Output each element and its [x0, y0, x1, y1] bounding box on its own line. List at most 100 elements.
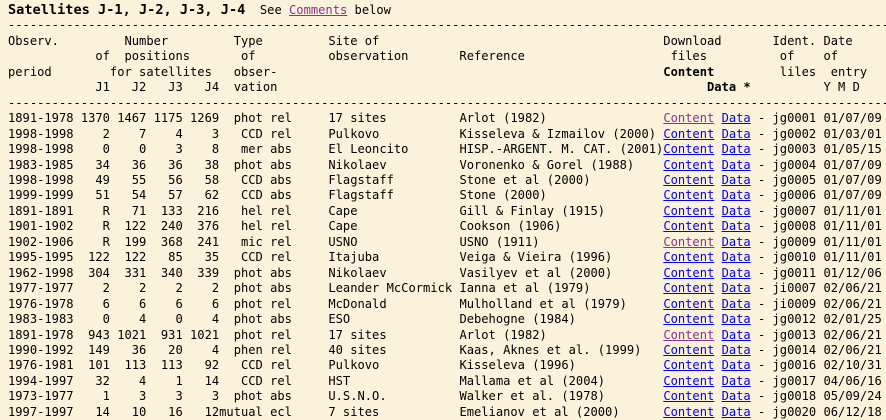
- comments-link[interactable]: Comments: [289, 3, 348, 17]
- positions-j1: R: [80, 203, 110, 218]
- table-row: 1973-1977 1 3 3 3 phot abs U.S.N.O. Walk…: [8, 389, 886, 404]
- entry-date: 02/06/21: [816, 281, 882, 296]
- data-link[interactable]: Data: [721, 126, 751, 141]
- data-link[interactable]: Data: [721, 265, 751, 280]
- reference: Voronenko & Gorel (1988): [459, 157, 664, 172]
- data-link[interactable]: Data: [721, 203, 751, 218]
- content-link[interactable]: Content: [663, 296, 715, 311]
- obs-period: 1901-1902: [8, 219, 81, 234]
- page-title-line: Satellites J-1, J-2, J-3, J-4 See Commen…: [8, 2, 886, 18]
- positions-j1: 6: [80, 296, 110, 311]
- data-link[interactable]: Data: [721, 281, 751, 296]
- content-link[interactable]: Content: [663, 342, 715, 357]
- content-link[interactable]: Content: [663, 327, 715, 342]
- entry-date: 01/07/09: [816, 111, 882, 126]
- positions-j2: 4: [109, 312, 147, 327]
- obs-mode: rel: [262, 111, 329, 126]
- obs-site: Flagstaff: [328, 172, 460, 187]
- positions-j4: 241: [182, 234, 220, 249]
- reference: Kisseleva & Izmailov (2000): [459, 126, 664, 141]
- data-link[interactable]: Data: [721, 157, 751, 172]
- table-row: 1998-1998 49 55 56 58 CCD abs Flagstaff …: [8, 173, 886, 188]
- content-link[interactable]: Content: [663, 126, 715, 141]
- content-link[interactable]: Content: [663, 157, 715, 172]
- reference: Veiga & Vieira (1996): [459, 250, 664, 265]
- positions-j3: 20: [146, 342, 183, 357]
- entry-date: 01/11/01: [816, 250, 882, 265]
- positions-j4: 4: [182, 342, 220, 357]
- content-link[interactable]: Content: [663, 219, 715, 234]
- entry-date: 05/09/24: [816, 389, 882, 404]
- dash-separator: -: [750, 373, 773, 388]
- content-link[interactable]: Content: [663, 312, 715, 327]
- data-link[interactable]: Data: [721, 358, 751, 373]
- data-link[interactable]: Data: [721, 111, 751, 126]
- dash-separator: -: [750, 327, 773, 342]
- positions-j3: 340: [146, 265, 183, 280]
- content-link[interactable]: Content: [663, 265, 715, 280]
- obs-type: phot: [219, 327, 263, 342]
- data-link[interactable]: Data: [721, 342, 751, 357]
- content-link[interactable]: Content: [663, 142, 715, 157]
- obs-site: Cape: [328, 203, 460, 218]
- positions-j2: 331: [109, 265, 147, 280]
- dash-separator: -: [750, 142, 773, 157]
- data-link[interactable]: Data: [721, 373, 751, 388]
- content-link[interactable]: Content: [663, 281, 715, 296]
- data-link[interactable]: Data: [721, 219, 751, 234]
- content-link[interactable]: Content: [663, 250, 715, 265]
- header-label: period for satellites obser-: [8, 64, 664, 79]
- gap: [714, 281, 721, 295]
- positions-j4: 8: [182, 142, 220, 157]
- data-link[interactable]: Data: [721, 312, 751, 327]
- content-link[interactable]: Content: [663, 234, 715, 249]
- data-link[interactable]: Data: [721, 389, 751, 404]
- file-ident: jg0010: [772, 250, 817, 265]
- obs-type: phen: [219, 342, 263, 357]
- data-link[interactable]: Data: [721, 327, 751, 342]
- header-label: Observ. Number Type Site of Download Ide…: [8, 33, 853, 48]
- data-link[interactable]: Data: [721, 172, 751, 187]
- entry-date: 01/11/01: [816, 203, 882, 218]
- table-row: 1891-1978 1370 1467 1175 1269 phot rel 1…: [8, 111, 886, 126]
- obs-period: 1999-1999: [8, 188, 81, 203]
- obs-period: 1973-1977: [8, 389, 81, 404]
- obs-period: 1998-1998: [8, 172, 81, 187]
- obs-type: CCD: [219, 172, 263, 187]
- content-link[interactable]: Content: [663, 358, 715, 373]
- obs-mode: abs: [262, 281, 329, 296]
- content-link[interactable]: Content: [663, 203, 715, 218]
- obs-type: phot: [219, 281, 263, 296]
- table-row: 1997-1997 14 10 16 12mutual ecl 7 sites …: [8, 405, 886, 420]
- dash-separator: -: [750, 219, 773, 234]
- content-link[interactable]: Content: [663, 188, 715, 203]
- table-row: 1891-1891 R 71 133 216 hel rel Cape Gill…: [8, 204, 886, 219]
- obs-type: CCD: [219, 358, 263, 373]
- content-link[interactable]: Content: [663, 172, 715, 187]
- gap: [714, 173, 721, 187]
- content-link[interactable]: Content: [663, 389, 715, 404]
- gap: [714, 389, 721, 403]
- file-ident: jg0005: [772, 172, 817, 187]
- obs-type: CCD: [219, 373, 263, 388]
- dash-separator: -: [750, 111, 773, 126]
- obs-mode: abs: [262, 142, 329, 157]
- obs-type: phot: [219, 389, 263, 404]
- table-row: 1977-1977 2 2 2 2 phot abs Leander McCor…: [8, 281, 886, 296]
- data-link[interactable]: Data: [721, 142, 751, 157]
- dash-separator: -: [750, 342, 773, 357]
- positions-j1: 51: [80, 188, 110, 203]
- dash-separator: -: [750, 126, 773, 141]
- table-row: 1983-1985 34 36 36 38 phot abs Nikolaev …: [8, 158, 886, 173]
- table-header: Observ. Number Type Site of Download Ide…: [8, 34, 886, 96]
- data-link[interactable]: Data: [721, 250, 751, 265]
- data-link[interactable]: Data: [721, 296, 751, 311]
- content-link[interactable]: Content: [663, 373, 715, 388]
- reference: USNO (1911): [459, 234, 664, 249]
- file-ident: jg0008: [772, 219, 817, 234]
- data-link[interactable]: Data: [721, 234, 751, 249]
- data-link[interactable]: Data: [721, 188, 751, 203]
- positions-j1: 0: [80, 142, 110, 157]
- positions-j1: R: [80, 219, 110, 234]
- content-link[interactable]: Content: [663, 111, 715, 126]
